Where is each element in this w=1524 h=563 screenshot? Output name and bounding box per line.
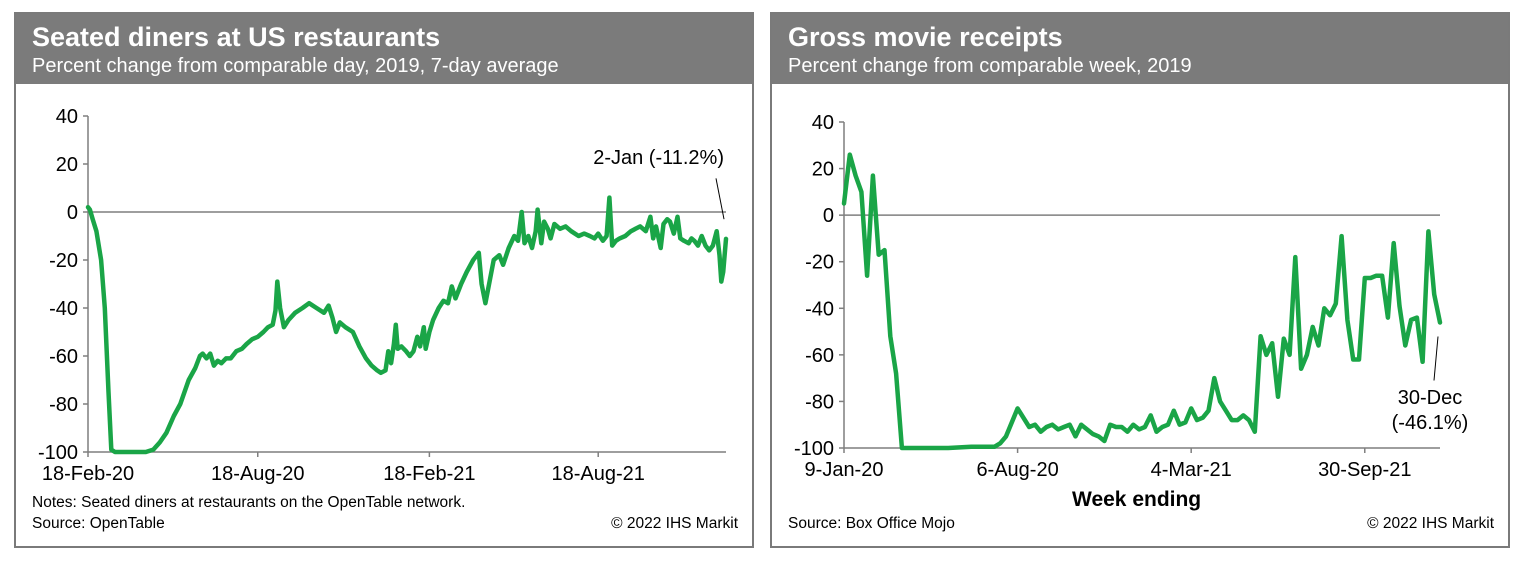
chart-panel-diners: Seated diners at US restaurants Percent … xyxy=(14,12,754,548)
series-line xyxy=(841,152,1443,451)
y-tick-label: -40 xyxy=(49,298,78,320)
x-tick-label: 18-Feb-20 xyxy=(42,463,134,484)
y-tick-label: 0 xyxy=(823,205,834,227)
y-tick-label: 0 xyxy=(67,202,78,224)
series-line xyxy=(85,195,729,455)
chart-source: Source: OpenTable xyxy=(32,515,165,532)
y-tick-label: 40 xyxy=(56,106,78,128)
chart-panel-movies: Gross movie receipts Percent change from… xyxy=(770,12,1510,548)
y-tick-label: -40 xyxy=(805,298,834,320)
annotation-label: 2-Jan (-11.2%) xyxy=(593,147,724,169)
chart-title: Seated diners at US restaurants xyxy=(32,22,441,52)
y-tick-label: -60 xyxy=(805,345,834,367)
annotation-leader xyxy=(1433,336,1439,381)
annotation-label-line1: 30-Dec xyxy=(1398,387,1462,409)
y-tick-label: 20 xyxy=(56,154,78,176)
chart-subtitle: Percent change from comparable day, 2019… xyxy=(32,55,559,77)
x-tick-label: 6-Aug-20 xyxy=(976,459,1058,481)
y-tick-label: -100 xyxy=(38,442,78,464)
y-tick-label: -100 xyxy=(794,438,834,460)
chart-header: Gross movie receipts Percent change from… xyxy=(772,14,1508,84)
chart-title: Gross movie receipts xyxy=(788,22,1063,52)
x-tick-label: 4-Mar-21 xyxy=(1151,459,1232,481)
x-tick-label: 18-Aug-20 xyxy=(211,463,304,484)
y-tick-label: 20 xyxy=(812,159,834,181)
y-tick-label: -20 xyxy=(805,252,834,274)
y-tick-label: -20 xyxy=(49,250,78,272)
x-tick-label: 18-Feb-21 xyxy=(383,463,475,484)
annotation-leader xyxy=(715,178,725,220)
x-tick-label: 9-Jan-20 xyxy=(805,459,884,481)
chart-notes: Notes: Seated diners at restaurants on t… xyxy=(32,494,466,511)
y-tick-label: 40 xyxy=(812,112,834,134)
chart-subtitle: Percent change from comparable week, 201… xyxy=(788,55,1192,77)
x-tick-label: 18-Aug-21 xyxy=(552,463,645,484)
chart-copyright: © 2022 IHS Markit xyxy=(611,515,738,532)
annotation-label-line2: (-46.1%) xyxy=(1392,412,1469,434)
chart-source: Source: Box Office Mojo xyxy=(788,515,955,532)
x-tick-label: 30-Sep-21 xyxy=(1318,459,1411,481)
chart-header: Seated diners at US restaurants Percent … xyxy=(16,14,752,84)
y-tick-label: -60 xyxy=(49,346,78,368)
x-axis-title: Week ending xyxy=(1072,488,1202,511)
chart-copyright: © 2022 IHS Markit xyxy=(1367,515,1494,532)
y-tick-label: -80 xyxy=(49,394,78,416)
y-tick-label: -80 xyxy=(805,391,834,413)
